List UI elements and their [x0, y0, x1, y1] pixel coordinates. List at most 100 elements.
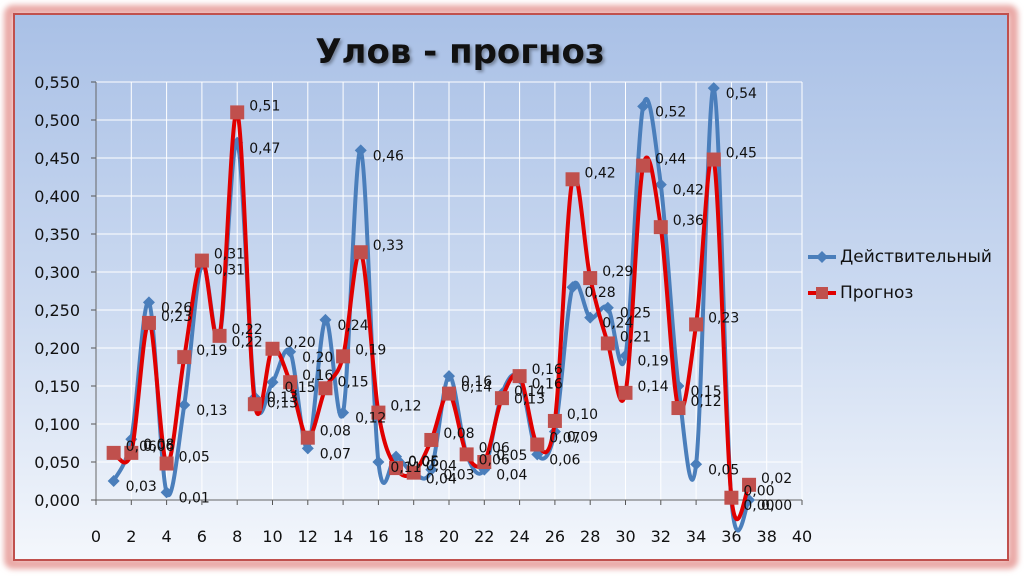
data-label-forecast: 0,10: [567, 407, 598, 423]
legend-item-actual: Действительный: [808, 244, 992, 270]
data-point-forecast: [336, 349, 351, 364]
data-label-forecast: 0,14: [638, 379, 669, 395]
legend-label-actual: Действительный: [840, 247, 992, 267]
data-point-forecast: [141, 315, 156, 330]
y-tick-label: 0,350: [34, 225, 80, 244]
data-point-forecast: [318, 381, 333, 396]
data-label-actual: 0,00: [743, 498, 774, 514]
data-point-forecast: [742, 477, 757, 492]
data-point-actual: [654, 178, 667, 191]
data-point-actual: [319, 313, 332, 326]
data-point-forecast: [300, 430, 315, 445]
data-label-actual: 0,04: [426, 471, 457, 487]
y-tick-label: 0,500: [34, 111, 80, 130]
data-label-actual: 0,13: [514, 392, 545, 408]
data-label-forecast: 0,05: [408, 454, 439, 470]
y-tick-label: 0,050: [34, 453, 80, 472]
legend-swatch-forecast: [808, 287, 836, 299]
data-label-forecast: 0,02: [761, 471, 792, 487]
y-tick-label: 0,250: [34, 301, 80, 320]
axes: 0,0000,0500,1000,1500,2000,2500,3000,350…: [34, 73, 812, 546]
x-tick-label: 20: [439, 527, 459, 546]
data-point-forecast: [124, 445, 139, 460]
x-tick-label: 16: [368, 527, 388, 546]
data-point-forecast: [265, 341, 280, 356]
y-tick-label: 0,100: [34, 415, 80, 434]
data-label-actual: 0,54: [726, 86, 757, 102]
data-point-forecast: [247, 397, 262, 412]
x-tick-label: 32: [651, 527, 671, 546]
data-label-forecast: 0,12: [390, 399, 421, 415]
data-point-forecast: [159, 456, 174, 471]
data-label-forecast: 0,23: [708, 310, 739, 326]
data-label-actual: 0,16: [461, 374, 492, 390]
data-point-actual: [160, 486, 173, 499]
data-point-actual: [178, 399, 191, 411]
data-point-forecast: [689, 317, 704, 332]
data-label-forecast: 0,36: [673, 213, 704, 229]
data-label-forecast: 0,29: [602, 264, 633, 280]
data-point-actual: [337, 406, 350, 419]
data-label-actual: 0,28: [585, 285, 616, 301]
x-tick-label: 28: [580, 527, 600, 546]
data-label-actual: 0,06: [479, 452, 510, 468]
data-point-forecast: [459, 447, 474, 462]
data-point-forecast: [618, 385, 633, 400]
data-point-actual: [707, 82, 720, 95]
data-point-forecast: [353, 245, 368, 260]
x-tick-label: 26: [545, 527, 565, 546]
x-tick-label: 40: [792, 527, 812, 546]
x-tick-label: 10: [262, 527, 282, 546]
series-forecast: [106, 105, 757, 521]
data-point-forecast: [194, 253, 209, 268]
data-label-actual: 0,24: [337, 318, 368, 334]
data-point-forecast: [442, 386, 456, 401]
data-label-actual: 0,15: [285, 380, 316, 396]
data-point-actual: [601, 301, 614, 314]
data-point-forecast: [547, 413, 562, 428]
data-label-forecast: 0,08: [443, 426, 474, 442]
data-label-actual: 0,01: [179, 490, 210, 506]
data-point-forecast: [512, 369, 527, 384]
y-tick-label: 0,150: [34, 377, 80, 396]
data-label-actual: 0,20: [302, 350, 333, 366]
x-tick-label: 38: [757, 527, 777, 546]
data-label-actual: 0,06: [408, 455, 439, 471]
data-label-actual: 0,05: [708, 462, 739, 478]
data-point-forecast: [494, 391, 509, 406]
data-label-actual: 0,25: [620, 306, 651, 322]
data-labels: 0,030,080,260,010,130,310,220,470,130,15…: [126, 86, 793, 514]
x-tick-label: 8: [232, 527, 242, 546]
data-point-forecast: [106, 445, 121, 460]
data-label-actual: 0,13: [267, 395, 298, 411]
data-point-forecast: [230, 105, 245, 120]
chart-title: Улов - прогноз: [315, 32, 605, 72]
data-point-forecast: [212, 328, 227, 343]
x-tick-label: 12: [298, 527, 318, 546]
data-label-actual: 0,24: [602, 316, 633, 332]
data-point-forecast: [600, 336, 615, 351]
data-label-forecast: 0,15: [337, 374, 368, 390]
x-tick-label: 22: [474, 527, 494, 546]
data-point-actual: [372, 456, 385, 468]
data-point-forecast: [406, 465, 421, 480]
x-tick-label: 34: [686, 527, 706, 546]
data-label-forecast: 0,22: [232, 322, 263, 338]
legend-item-forecast: Прогноз: [808, 280, 992, 306]
data-label-actual: 0,16: [532, 376, 563, 392]
data-label-forecast: 0,23: [161, 309, 192, 325]
data-label-forecast: 0,16: [302, 368, 333, 384]
data-point-forecast: [389, 461, 404, 476]
data-point-forecast: [424, 432, 439, 447]
data-label-forecast: 0,07: [549, 431, 580, 447]
data-label-actual: 0,07: [320, 446, 351, 462]
data-label-actual: 0,00: [761, 498, 792, 514]
data-label-forecast: 0,14: [461, 380, 492, 396]
data-label-forecast: 0,20: [285, 335, 316, 351]
data-point-forecast: [724, 490, 739, 505]
data-label-actual: 0,11: [390, 460, 421, 476]
data-label-actual: 0,03: [126, 479, 157, 495]
data-label-forecast: 0,44: [655, 152, 686, 168]
